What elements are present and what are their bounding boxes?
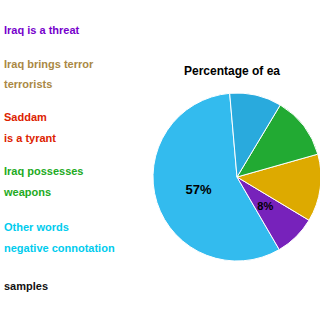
html-text:samples: samples [4,280,48,293]
svg-text:8%: 8% [257,200,273,212]
html-text:Percentage of ea: Percentage of ea [184,64,280,78]
html-text:negative connotation: negative connotation [4,242,115,254]
svg-text:57%: 57% [186,182,212,197]
html-text:Iraq is a threat: Iraq is a threat [4,24,80,37]
html-text:Other words: Other words [4,221,69,234]
html-text:Iraq brings terror: Iraq brings terror [4,58,94,70]
html-text:Iraq possesses: Iraq possesses [4,165,84,178]
html-text:terrorists: terrorists [4,77,53,90]
html-text:weapons: weapons [4,186,52,198]
html-text:Saddam: Saddam [4,110,47,123]
html-text:is a tyrant: is a tyrant [4,131,56,144]
